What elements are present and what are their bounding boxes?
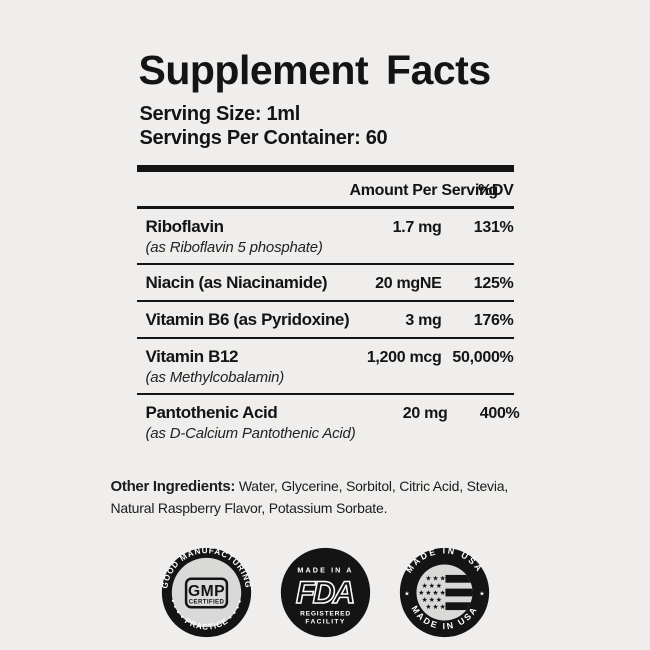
usa-flag-emblem: ★ ★ ★ ★ ★ ★ ★ ★ ★ ★ ★ ★ ★ ★ ★ ★ [418, 575, 473, 611]
other-ingredients: Other Ingredients: Water, Glycerine, Sor… [111, 475, 541, 520]
nutrient-amount: 1,200 mcg [366, 349, 442, 367]
table-row: Riboflavin (as Riboflavin 5 phosphate) 1… [137, 209, 514, 263]
fda-registered-text: REGISTERED [300, 610, 351, 617]
usa-side-star-right: ★ [479, 590, 485, 597]
nutrient-name: Riboflavin [145, 217, 225, 236]
svg-text:★: ★ [439, 589, 445, 597]
nutrient-form: (as Riboflavin 5 phosphate) [145, 238, 323, 256]
fda-facility-text: FACILITY [305, 618, 345, 625]
nutrient-form: (as Methylcobalamin) [145, 368, 285, 386]
nutrient-dv: 400% [479, 405, 520, 423]
table-row: Vitamin B6 (as Pyridoxine) 3 mg 176% [136, 300, 514, 337]
serving-size: Serving Size: 1ml [139, 103, 301, 125]
svg-text:★: ★ [439, 575, 445, 583]
nutrient-dv: 176% [473, 312, 514, 330]
table-row: Niacin (as Niacinamide) 20 mgNE 125% [136, 263, 514, 300]
nutrient-name: Vitamin B12 [145, 347, 239, 367]
table-row: Vitamin B12 (as Methylcobalamin) 1,200 m… [136, 337, 514, 393]
nutrient-dv: 131% [473, 219, 514, 236]
other-ingredients-text: Water, Glycerine, Sorbitol, Citric Acid,… [110, 478, 509, 517]
supplement-label: Supplement Facts Serving Size: 1ml Servi… [111, 0, 520, 640]
svg-text:★: ★ [418, 589, 424, 597]
svg-text:★: ★ [432, 589, 438, 597]
nutrient-dv: 50,000% [452, 349, 514, 367]
nutrient-amount: 3 mg [405, 312, 442, 330]
gmp-certified-text: CERTIFIED [188, 599, 224, 606]
svg-text:★: ★ [425, 603, 431, 611]
svg-text:★: ★ [432, 575, 438, 583]
gmp-certified-badge-icon: GMP CERTIFIED GOOD MANUFACTURING • • • •… [160, 546, 251, 638]
nutrient-amount: 20 mg [402, 405, 448, 423]
other-ingredients-label: Other Ingredients: [110, 478, 236, 496]
usa-side-star-left: ★ [404, 590, 410, 597]
divider-thick [136, 165, 514, 172]
servings-per-container: Servings Per Container: 60 [139, 127, 388, 149]
nutrient-name: Pantothenic Acid [145, 403, 278, 423]
table-header-row: Amount Per Serving %DV [136, 172, 514, 209]
svg-text:★: ★ [439, 603, 445, 611]
table-header-spacer [137, 180, 350, 200]
fda-logo-text: FDA [295, 575, 353, 610]
fda-made-in-a-text: MADE IN A [297, 566, 353, 575]
nutrient-form: (as D-Calcium Pantothenic Acid) [145, 424, 356, 442]
svg-text:★: ★ [435, 596, 441, 604]
svg-text:★: ★ [425, 575, 431, 583]
svg-text:★: ★ [425, 589, 431, 597]
nutrient-name: Vitamin B6 (as Pyridoxine) [145, 310, 350, 330]
nutrient-amount: 20 mgNE [375, 275, 442, 293]
svg-text:★: ★ [428, 596, 434, 604]
svg-text:★: ★ [435, 582, 441, 590]
svg-text:★: ★ [421, 582, 427, 590]
fda-registered-badge-icon: MADE IN A FDA REGISTERED FACILITY [280, 547, 370, 638]
nutrient-dv: 125% [473, 275, 514, 293]
svg-text:★: ★ [421, 596, 427, 604]
nutrient-amount: 1.7 mg [392, 219, 442, 236]
column-header-amount: Amount Per Serving [349, 182, 499, 199]
table-row: Pantothenic Acid (as D-Calcium Pantothen… [136, 393, 520, 449]
gmp-text: GMP [187, 583, 224, 600]
nutrient-name: Niacin (as Niacinamide) [145, 273, 328, 293]
svg-text:★: ★ [428, 582, 434, 590]
certification-badges: GMP CERTIFIED GOOD MANUFACTURING • • • •… [137, 545, 514, 640]
column-header-dv: %DV [477, 182, 514, 199]
made-in-usa-badge-icon: ★ ★ ★ ★ ★ ★ ★ ★ ★ ★ ★ ★ ★ ★ ★ ★ MADE IN USA MADE IN… [399, 546, 489, 638]
label-title: Supplement Facts [138, 47, 492, 93]
svg-text:★: ★ [432, 603, 438, 611]
